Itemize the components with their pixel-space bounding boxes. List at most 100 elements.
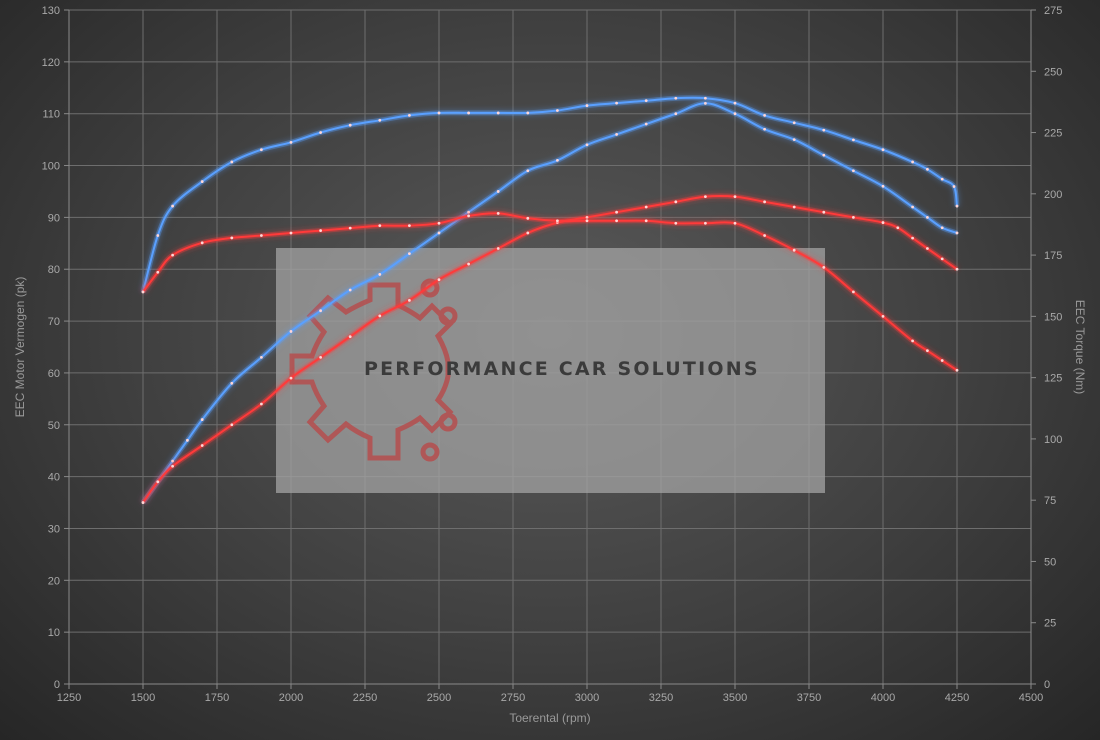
x-tick-label: 3250 [649,692,673,704]
y-right-tick-label: 150 [1044,311,1062,323]
data-point [200,180,204,183]
data-point [556,109,559,112]
data-point [526,169,530,173]
y-right-tick-label: 275 [1044,5,1062,17]
y-right-tick-label: 0 [1044,679,1050,691]
axes [64,9,1036,689]
watermark-text: PERFORMANCE CAR SOLUTIONS [364,358,760,380]
data-point [704,221,707,225]
x-tick-label: 4250 [945,692,969,704]
data-point [822,153,826,157]
data-point [792,138,796,142]
data-point [319,229,322,232]
x-tick-label: 2000 [279,692,303,704]
y-left-tick-label: 40 [48,472,60,484]
data-point [911,205,914,209]
data-point [526,231,530,235]
x-tick-label: 4000 [871,692,895,704]
data-point [141,290,145,294]
data-point [200,241,204,245]
y-left-tick-label: 60 [48,368,60,380]
data-point [955,204,959,208]
data-point [496,190,500,193]
data-point [674,96,678,100]
y-left-tick-label: 100 [42,161,60,173]
data-point [896,226,900,230]
data-point [200,418,204,421]
data-point [926,247,929,250]
gear-logo-icon [289,278,458,462]
x-tick-label: 2250 [353,692,377,704]
data-point [926,349,929,353]
y-left-tick-label: 120 [42,57,60,69]
x-tick-label: 2500 [427,692,451,704]
blue-torque-line [142,96,958,293]
data-point [881,184,885,188]
data-point [955,231,959,235]
data-point [822,128,826,132]
data-point [156,234,160,237]
y-right-tick-label: 200 [1044,189,1062,201]
data-point [141,501,145,504]
data-point [260,234,263,237]
data-point [763,127,766,131]
data-point [644,99,648,103]
y-left-tick-label: 130 [42,5,60,17]
y-left-tick-label: 80 [48,264,60,276]
data-point [615,133,618,136]
data-point [644,219,648,223]
data-point [763,234,766,237]
y-left-tick-label: 10 [48,627,60,639]
data-point [926,167,929,171]
data-point [437,111,441,115]
series [140,95,960,504]
y-right-tick-label: 250 [1044,66,1062,78]
data-point [467,210,470,214]
data-point [926,215,929,219]
data-point [348,288,352,292]
data-point [955,267,959,271]
data-point [644,205,648,209]
data-point [230,423,234,427]
y-left-tick-label: 0 [54,679,60,691]
x-tick-label: 1750 [205,692,229,704]
x-tick-label: 3500 [723,692,747,704]
blue-power-line [142,102,958,504]
data-point [911,339,914,343]
data-point [852,290,855,294]
data-point [171,459,175,463]
data-point [940,257,944,261]
data-point [289,231,293,235]
data-point [733,221,737,225]
y-right-tick-label: 225 [1044,128,1062,140]
data-point [852,215,855,219]
y-left-tick-label: 90 [48,212,60,224]
data-point [348,123,352,127]
data-point [704,96,707,100]
data-point [792,248,796,252]
data-point [852,169,855,173]
data-point [704,101,707,105]
data-point [911,160,914,164]
data-point [556,158,559,162]
y-right-tick-label: 100 [1044,434,1062,446]
data-point [792,121,796,125]
data-point [615,219,618,223]
data-point [230,160,234,164]
data-point [940,226,944,230]
data-point [348,226,352,230]
data-point [260,148,263,152]
data-point [437,278,441,281]
data-point [319,309,322,313]
y-left-axis-title: EEC Motor Vermogen (pk) [13,277,27,418]
y-right-tick-label: 25 [1044,618,1056,630]
data-point [437,231,441,235]
data-point [940,177,944,181]
data-point [378,273,382,276]
y-right-axis-title: EEC Torque (Nm) [1073,300,1087,394]
data-point [467,214,470,218]
data-point [674,200,678,204]
data-point [260,402,263,406]
data-point [585,104,589,107]
